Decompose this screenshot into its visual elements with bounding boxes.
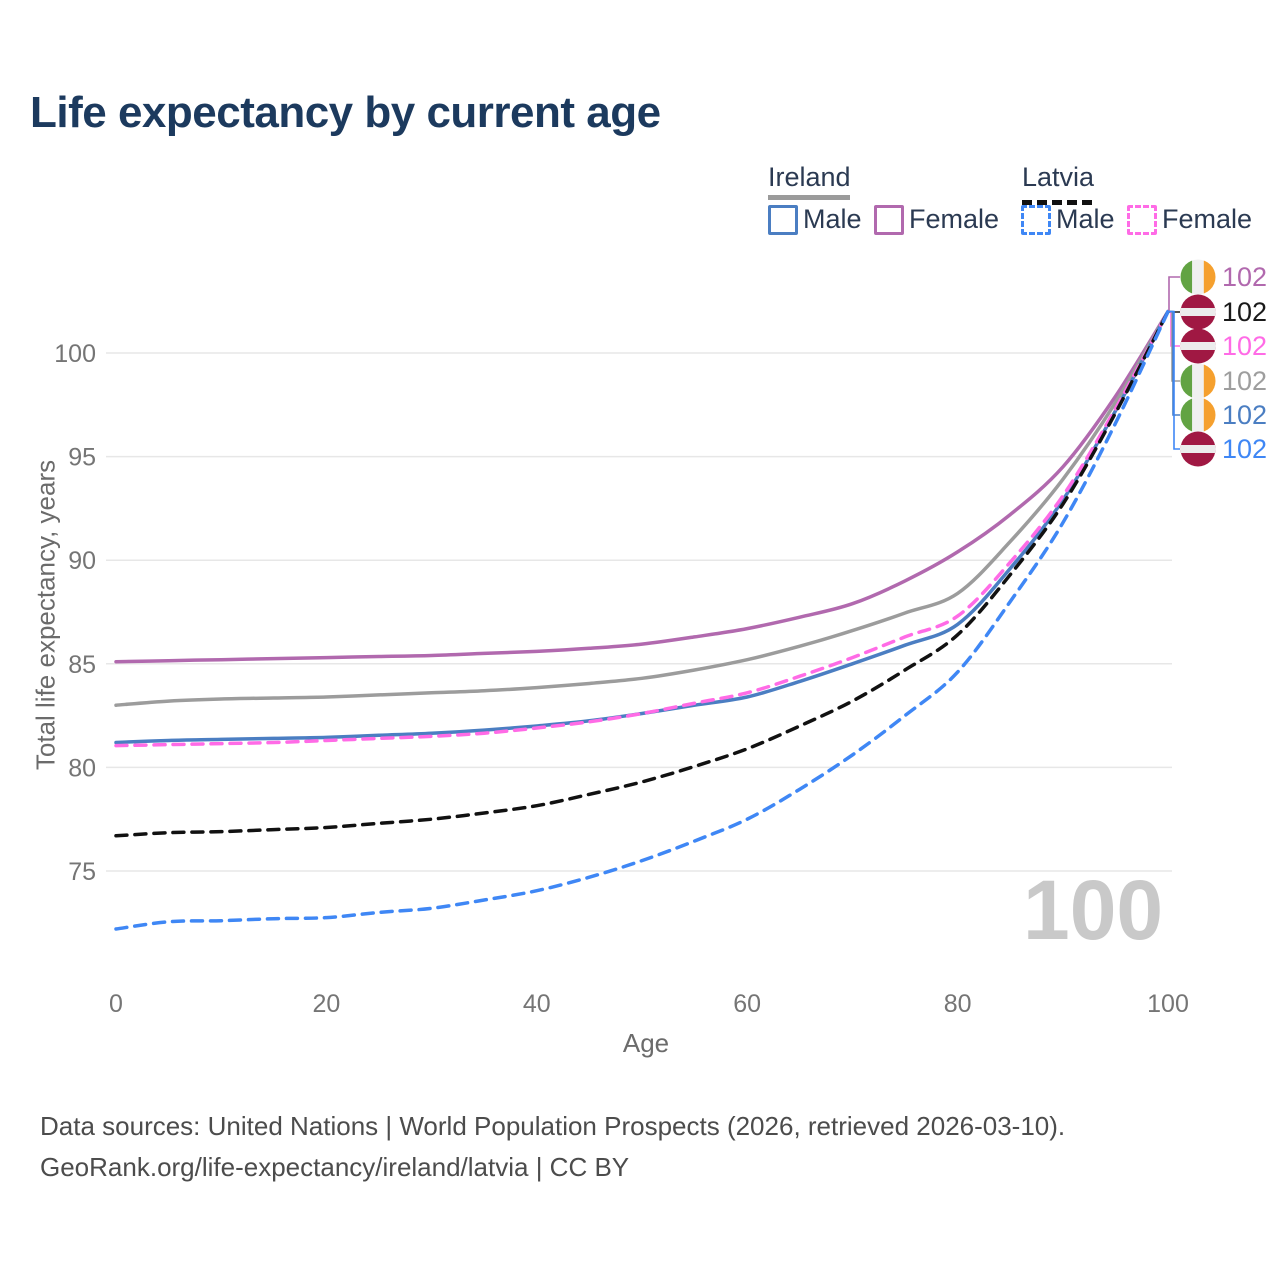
x-tick-label: 0 (109, 990, 123, 1018)
gridlines: 75 80 85 90 95 100 0 20 40 60 80 100 (54, 340, 1189, 1018)
end-label-value-ireland-male: 102 (1222, 400, 1267, 430)
end-label-connector (1168, 310, 1180, 450)
series-line-ireland-female[interactable] (114, 309, 1170, 664)
age-counter-watermark: 100 (1023, 863, 1164, 957)
end-labels: 102 102 102 102 102 102 (1168, 259, 1267, 467)
y-tick-label: 90 (68, 547, 96, 575)
x-tick-label: 40 (523, 990, 551, 1018)
legend-item-latvia-male[interactable]: Male (1021, 204, 1115, 235)
latvia-flag-icon (1180, 431, 1216, 467)
x-axis-title: Age (622, 1028, 670, 1058)
ireland-male-swatch-icon (768, 204, 798, 235)
legend-item-label: Female (909, 204, 1000, 234)
legend-country-latvia[interactable]: Latvia (1022, 162, 1094, 205)
end-label-value-latvia-male: 102 (1222, 434, 1267, 464)
x-tick-label: 20 (312, 990, 340, 1018)
series-line-latvia-male[interactable] (114, 309, 1170, 931)
latvia-flag-icon (1180, 328, 1216, 364)
attribution-text: GeoRank.org/life-expectancy/ireland/latv… (40, 1152, 630, 1182)
y-tick-label: 95 (68, 444, 96, 472)
end-label-value-latvia-female: 102 (1222, 331, 1267, 361)
x-tick-label: 100 (1147, 990, 1189, 1018)
legend-item-latvia-female[interactable]: Female (1127, 204, 1252, 235)
latvia-female-swatch-icon (1127, 204, 1157, 235)
x-tick-label: 80 (944, 990, 972, 1018)
chart-title: Life expectancy by current age (30, 88, 661, 137)
y-tick-label: 85 (68, 651, 96, 679)
data-sources-text: Data sources: United Nations | World Pop… (40, 1111, 1066, 1141)
y-tick-label: 75 (68, 858, 96, 886)
legend-country-latvia-label: Latvia (1022, 162, 1095, 192)
legend-country-ireland-label: Ireland (768, 162, 851, 192)
footer: Data sources: United Nations | World Pop… (40, 1106, 1065, 1188)
end-label-value-ireland: 102 (1222, 366, 1267, 396)
legend: Ireland Latvia Male Female Male Female (0, 160, 1280, 250)
ireland-line-style-sample (768, 195, 850, 200)
ireland-female-swatch-icon (874, 204, 904, 235)
legend-item-ireland-male[interactable]: Male (768, 204, 862, 235)
y-tick-label: 100 (54, 340, 96, 368)
x-tick-label: 60 (733, 990, 761, 1018)
series-line-ireland[interactable] (114, 309, 1170, 707)
legend-item-label: Male (803, 204, 862, 234)
ireland-flag-icon (1180, 259, 1216, 295)
latvia-line-style-sample (1022, 195, 1092, 205)
ireland-flag-icon (1180, 397, 1216, 433)
legend-item-label: Female (1162, 204, 1253, 234)
series-line-latvia-female[interactable] (114, 309, 1170, 748)
legend-item-label: Male (1056, 204, 1115, 234)
series-line-latvia[interactable] (114, 309, 1170, 838)
end-label-value-ireland-female: 102 (1222, 262, 1267, 292)
legend-item-ireland-female[interactable]: Female (874, 204, 999, 235)
ireland-flag-icon (1180, 363, 1216, 399)
latvia-flag-icon (1180, 294, 1216, 330)
latvia-male-swatch-icon (1021, 204, 1051, 235)
end-label-value-latvia: 102 (1222, 297, 1267, 327)
series-lines (114, 309, 1170, 931)
y-tick-label: 80 (68, 754, 96, 782)
end-label-connector (1168, 276, 1180, 313)
legend-country-ireland[interactable]: Ireland (768, 162, 851, 200)
